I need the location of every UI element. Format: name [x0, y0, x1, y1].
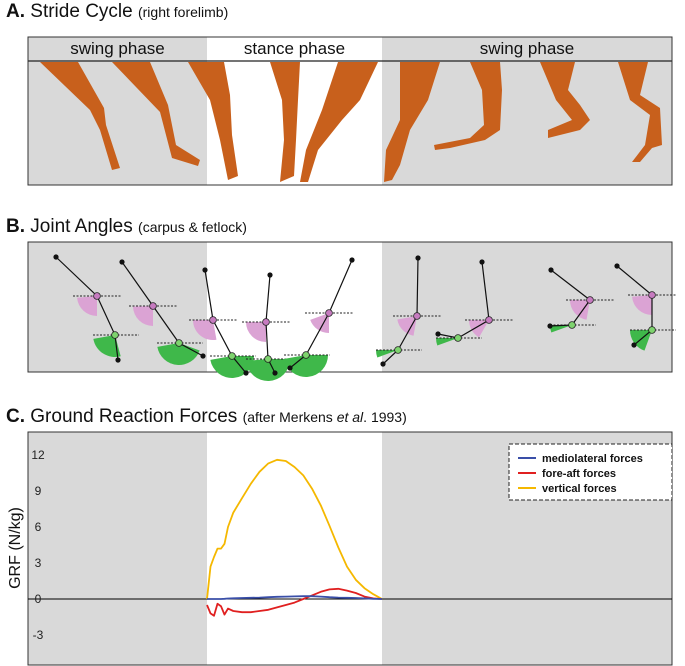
legend-label: mediolateral forces	[542, 453, 643, 465]
limb-1	[40, 62, 120, 170]
limb-3	[188, 62, 238, 180]
joint-top-dot	[53, 254, 59, 260]
hoof-dot	[435, 331, 441, 337]
panel-b-title: B. Joint Angles (carpus & fetlock)	[6, 216, 247, 238]
skeleton-9	[614, 263, 676, 351]
limb-6	[384, 62, 440, 182]
joint-top-dot	[479, 259, 485, 265]
series-line-mediolateral-forces	[207, 595, 383, 600]
skeleton-8	[547, 267, 614, 333]
panel-c-subtitle-pre: (after Merkens	[242, 409, 337, 425]
joint-top-dot	[614, 263, 620, 269]
limb-2	[112, 62, 200, 166]
panel-a-title: A. Stride Cycle (right forelimb)	[6, 1, 228, 23]
limb-4	[270, 62, 300, 182]
panel-b-title-text: Joint Angles	[30, 216, 133, 237]
limb-7	[434, 62, 502, 150]
skeleton-2	[119, 259, 206, 365]
fetlock-joint	[264, 355, 272, 363]
fetlock-joint	[111, 331, 119, 339]
panel-c-title: C. Ground Reaction Forces (after Merkens…	[6, 406, 407, 428]
hoof-dot	[243, 370, 249, 376]
carpus-joint	[93, 292, 101, 300]
skeleton-4	[242, 272, 292, 382]
fetlock-joint	[228, 352, 236, 360]
panel-b-letter: B.	[6, 216, 25, 237]
y-axis-label: GRF (N/kg)	[7, 507, 24, 589]
hoof-dot	[631, 342, 637, 348]
legend-label: vertical forces	[542, 483, 617, 495]
joint-top-dot	[415, 255, 421, 261]
limb-9	[618, 62, 662, 162]
skeleton-3	[189, 267, 256, 379]
fetlock-joint	[175, 339, 183, 347]
series-line-fore-aft-forces	[206, 587, 383, 617]
skeleton-1	[53, 254, 139, 363]
y-tick-label: 12	[31, 448, 45, 462]
phase-label-swing-1: swing phase	[70, 39, 165, 58]
panel-b-subtitle: (carpus & fetlock)	[138, 219, 247, 235]
limb-5	[300, 62, 378, 182]
legend-label: fore-aft forces	[542, 468, 616, 480]
joint-top-dot	[548, 267, 554, 273]
y-tick-label: 9	[35, 484, 42, 498]
y-tick-label: 0	[35, 592, 42, 606]
joint-top-dot	[349, 257, 355, 263]
carpus-joint	[648, 291, 656, 299]
carpus-joint	[325, 309, 333, 317]
y-tick-label: 3	[35, 556, 42, 570]
panel-c-subtitle: (after Merkens et al. 1993)	[243, 409, 407, 425]
joint-top-dot	[202, 267, 208, 273]
joint-angle-skeletons	[53, 254, 676, 382]
series-line-vertical-forces	[206, 458, 383, 600]
panel-c-subtitle-post: . 1993)	[363, 409, 407, 425]
panel-a-title-text: Stride Cycle	[30, 1, 133, 22]
skeleton-5	[284, 257, 355, 378]
carpus-joint	[209, 316, 217, 324]
carpus-joint	[485, 316, 493, 324]
skeleton-7	[435, 259, 513, 346]
hoof-dot	[380, 361, 386, 367]
panel-c-subtitle-italic: et al	[336, 409, 364, 425]
carpus-joint	[149, 302, 157, 310]
panel-a-subtitle: (right forelimb)	[137, 4, 229, 20]
y-tick-label: 6	[35, 520, 42, 534]
joint-top-dot	[267, 272, 273, 278]
y-tick-label: -3	[33, 628, 44, 642]
hoof-dot	[115, 357, 121, 363]
hoof-dot	[287, 365, 293, 371]
limb-8	[540, 62, 590, 138]
panel-c-letter: C.	[6, 406, 25, 427]
hoof-dot	[200, 353, 206, 359]
fetlock-joint	[394, 346, 402, 354]
phase-label-stance: stance phase	[243, 39, 346, 58]
carpus-joint	[262, 318, 270, 326]
hoof-dot	[272, 370, 278, 376]
legend: mediolateral forces fore-aft forces vertic…	[508, 443, 673, 501]
grf-series	[206, 458, 383, 617]
skeleton-6	[376, 255, 441, 367]
carpus-joint	[586, 296, 594, 304]
fetlock-joint	[568, 321, 576, 329]
fetlock-joint	[648, 326, 656, 334]
joint-top-dot	[119, 259, 125, 265]
hoof-dot	[547, 323, 553, 329]
panel-a-letter: A.	[6, 1, 25, 22]
panel-c-title-text: Ground Reaction Forces	[30, 406, 238, 427]
phase-label-swing-2: swing phase	[479, 39, 575, 58]
panel-a-frame	[27, 36, 673, 186]
fetlock-joint	[454, 334, 462, 342]
y-axis-ticks: 12 9 6 3 0 -3	[31, 448, 45, 642]
fetlock-joint	[302, 351, 310, 359]
limb-silhouettes	[40, 62, 662, 182]
carpus-joint	[413, 312, 421, 320]
